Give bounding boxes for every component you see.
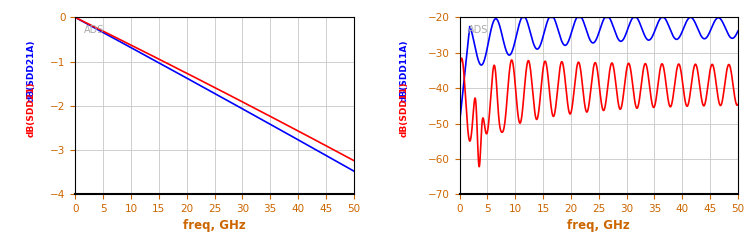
Text: ADS: ADS — [468, 24, 488, 35]
Text: dB(SDD11A): dB(SDD11A) — [399, 39, 408, 102]
X-axis label: freq, GHz: freq, GHz — [567, 220, 630, 233]
Text: dB(SDD21): dB(SDD21) — [26, 82, 35, 137]
X-axis label: freq, GHz: freq, GHz — [183, 220, 246, 233]
Text: dB(SDD21A): dB(SDD21A) — [26, 39, 35, 102]
Text: dB(SDD11): dB(SDD11) — [399, 82, 408, 137]
Text: ADS: ADS — [84, 24, 104, 35]
